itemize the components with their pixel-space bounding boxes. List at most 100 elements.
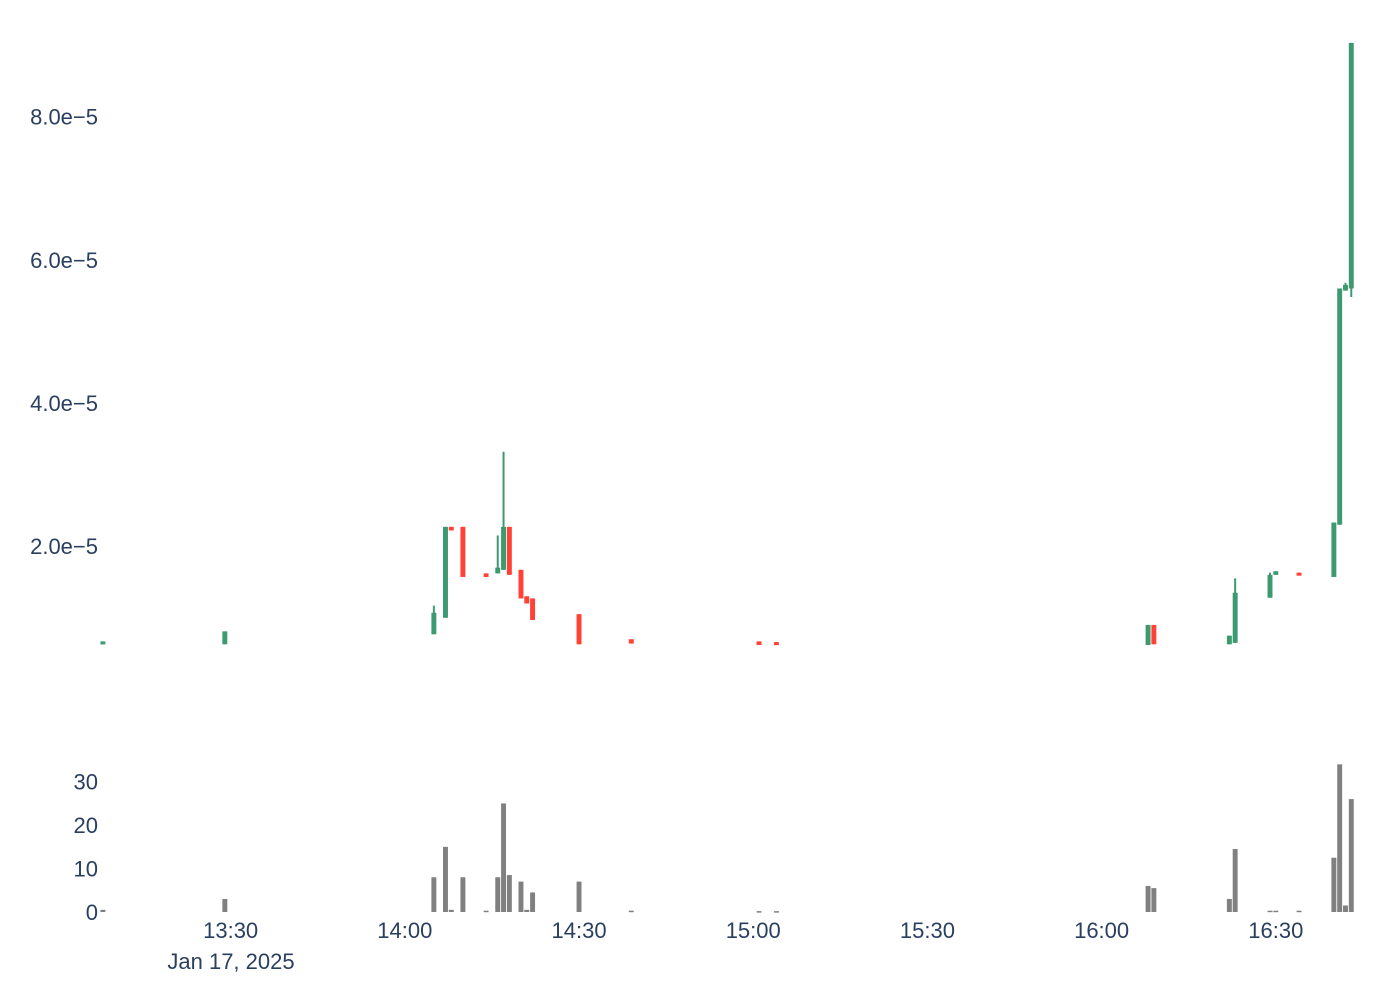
candle-body — [518, 569, 524, 599]
candle — [1267, 572, 1273, 598]
candle-body — [1331, 522, 1337, 577]
candle-body — [483, 573, 489, 577]
candle — [1226, 635, 1232, 645]
volume-bar — [518, 881, 524, 912]
volume-bar — [756, 911, 762, 913]
volume-bar — [1151, 888, 1157, 912]
volume-bar — [222, 898, 228, 912]
volume-bar — [443, 846, 448, 912]
volume-bar — [576, 881, 582, 912]
candle — [1273, 571, 1279, 575]
volume-bar — [501, 803, 507, 912]
x-tick-label: 16:30 — [1248, 918, 1303, 943]
candle-body — [1273, 571, 1279, 575]
candle — [100, 641, 106, 645]
candle-body — [1145, 624, 1151, 645]
candle — [460, 526, 466, 577]
candle-body — [530, 598, 536, 620]
candle — [506, 526, 512, 575]
candle-body — [443, 526, 448, 618]
candle — [1343, 282, 1348, 291]
candle-body — [576, 614, 582, 645]
time-x-axis: Jan 17, 2025 13:30 14:00 14:30 15:00 15:30 16… — [167, 918, 1303, 974]
volume-bar — [1296, 910, 1302, 913]
candle-body — [1343, 284, 1348, 291]
candle — [1151, 624, 1157, 645]
candle-body — [524, 596, 530, 604]
x-tick-label: 14:00 — [377, 918, 432, 943]
volume-bar — [1331, 857, 1337, 912]
candle-body — [506, 526, 512, 575]
volume-bar — [495, 877, 501, 912]
candle-body — [1151, 624, 1157, 645]
candle — [518, 569, 524, 599]
volume-series — [100, 764, 1354, 913]
candle — [1331, 522, 1337, 577]
candle-body — [100, 641, 106, 645]
volume-bar — [100, 909, 106, 912]
price-y-tick-label: 2.0e−5 — [30, 534, 98, 559]
volume-bar — [1348, 799, 1354, 912]
volume-bar — [628, 910, 634, 913]
volume-bar — [483, 910, 489, 913]
candle — [524, 596, 530, 604]
candle-body — [628, 639, 634, 644]
candle — [1337, 288, 1343, 525]
volume-y-tick-label: 20 — [74, 813, 98, 838]
x-tick-label: 14:30 — [552, 918, 607, 943]
x-tick-label: 15:00 — [726, 918, 781, 943]
volume-bar — [448, 909, 454, 912]
x-tick-label: 15:30 — [900, 918, 955, 943]
price-y-tick-label: 8.0e−5 — [30, 105, 98, 130]
candle-body — [756, 641, 762, 645]
candle — [431, 605, 437, 635]
candlestick-series — [100, 42, 1354, 646]
volume-bar — [1232, 849, 1238, 912]
candle — [1348, 42, 1354, 298]
candle — [443, 526, 448, 618]
volume-bar — [1343, 905, 1348, 912]
x-tick-label: 13:30 — [203, 918, 258, 943]
candle — [483, 573, 489, 577]
candle — [530, 598, 536, 620]
candle-body — [1232, 592, 1238, 643]
volume-bar — [460, 877, 466, 912]
x-axis-date-label: Jan 17, 2025 — [167, 949, 294, 974]
volume-bar — [773, 911, 779, 913]
candle — [773, 642, 779, 646]
candle-body — [431, 612, 437, 635]
candle-body — [773, 642, 779, 646]
candle-body — [448, 526, 454, 531]
candle — [501, 451, 507, 570]
candle — [756, 641, 762, 645]
candle — [1232, 578, 1238, 643]
volume-bar — [524, 909, 530, 912]
candle-body — [222, 631, 228, 645]
price-y-tick-label: 6.0e−5 — [30, 248, 98, 273]
volume-bar — [1145, 885, 1151, 912]
candle-body — [1296, 572, 1302, 576]
candle-body — [1226, 635, 1232, 645]
candle-body — [495, 567, 501, 574]
candle — [448, 526, 454, 531]
volume-bar — [530, 892, 536, 912]
volume-bar — [431, 877, 437, 912]
candle-body — [1348, 42, 1354, 289]
volume-y-axis: 0 10 20 30 — [74, 770, 98, 925]
x-tick-label: 16:00 — [1074, 918, 1129, 943]
price-y-axis: 2.0e−5 4.0e−5 6.0e−5 8.0e−5 — [30, 105, 98, 560]
price-y-tick-label: 4.0e−5 — [30, 391, 98, 416]
candle — [1296, 572, 1302, 576]
candle — [222, 631, 228, 645]
price-panel: 2.0e−5 4.0e−5 6.0e−5 8.0e−5 — [30, 42, 1354, 646]
volume-y-tick-label: 0 — [86, 900, 98, 925]
volume-y-tick-label: 30 — [74, 770, 98, 795]
volume-y-tick-label: 10 — [74, 857, 98, 882]
volume-bar — [506, 875, 512, 912]
volume-bar — [1267, 910, 1273, 913]
volume-panel: 0 10 20 30 — [74, 764, 1354, 925]
candle — [576, 614, 582, 645]
candle-body — [1267, 574, 1273, 598]
